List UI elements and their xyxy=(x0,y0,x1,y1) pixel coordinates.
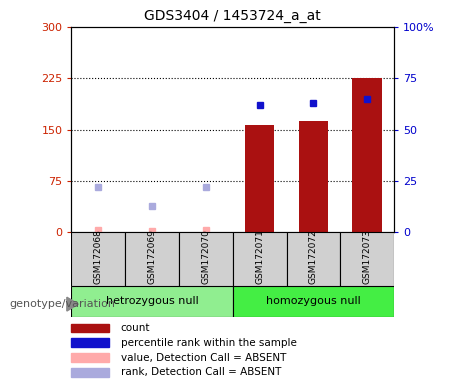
Text: GSM172073: GSM172073 xyxy=(363,229,372,284)
Text: count: count xyxy=(121,323,150,333)
Polygon shape xyxy=(67,297,78,311)
Text: GSM172070: GSM172070 xyxy=(201,229,210,284)
FancyBboxPatch shape xyxy=(71,286,233,317)
Text: GSM172068: GSM172068 xyxy=(94,229,103,284)
Text: genotype/variation: genotype/variation xyxy=(9,299,115,309)
Bar xyxy=(299,121,328,232)
Text: GSM172072: GSM172072 xyxy=(309,229,318,284)
Bar xyxy=(71,368,109,377)
FancyBboxPatch shape xyxy=(340,232,394,286)
FancyBboxPatch shape xyxy=(179,232,233,286)
FancyBboxPatch shape xyxy=(71,232,125,286)
Text: percentile rank within the sample: percentile rank within the sample xyxy=(121,338,296,348)
Text: value, Detection Call = ABSENT: value, Detection Call = ABSENT xyxy=(121,353,286,362)
Text: rank, Detection Call = ABSENT: rank, Detection Call = ABSENT xyxy=(121,367,281,377)
FancyBboxPatch shape xyxy=(125,232,179,286)
FancyBboxPatch shape xyxy=(287,232,340,286)
FancyBboxPatch shape xyxy=(233,286,394,317)
FancyBboxPatch shape xyxy=(233,232,287,286)
Bar xyxy=(71,339,109,347)
Text: GSM172069: GSM172069 xyxy=(148,229,157,284)
Text: hetrozygous null: hetrozygous null xyxy=(106,296,199,306)
Text: GSM172071: GSM172071 xyxy=(255,229,264,284)
Bar xyxy=(71,324,109,332)
Text: homozygous null: homozygous null xyxy=(266,296,361,306)
Bar xyxy=(71,353,109,362)
Bar xyxy=(245,125,274,232)
Title: GDS3404 / 1453724_a_at: GDS3404 / 1453724_a_at xyxy=(144,9,321,23)
Bar xyxy=(353,78,382,232)
